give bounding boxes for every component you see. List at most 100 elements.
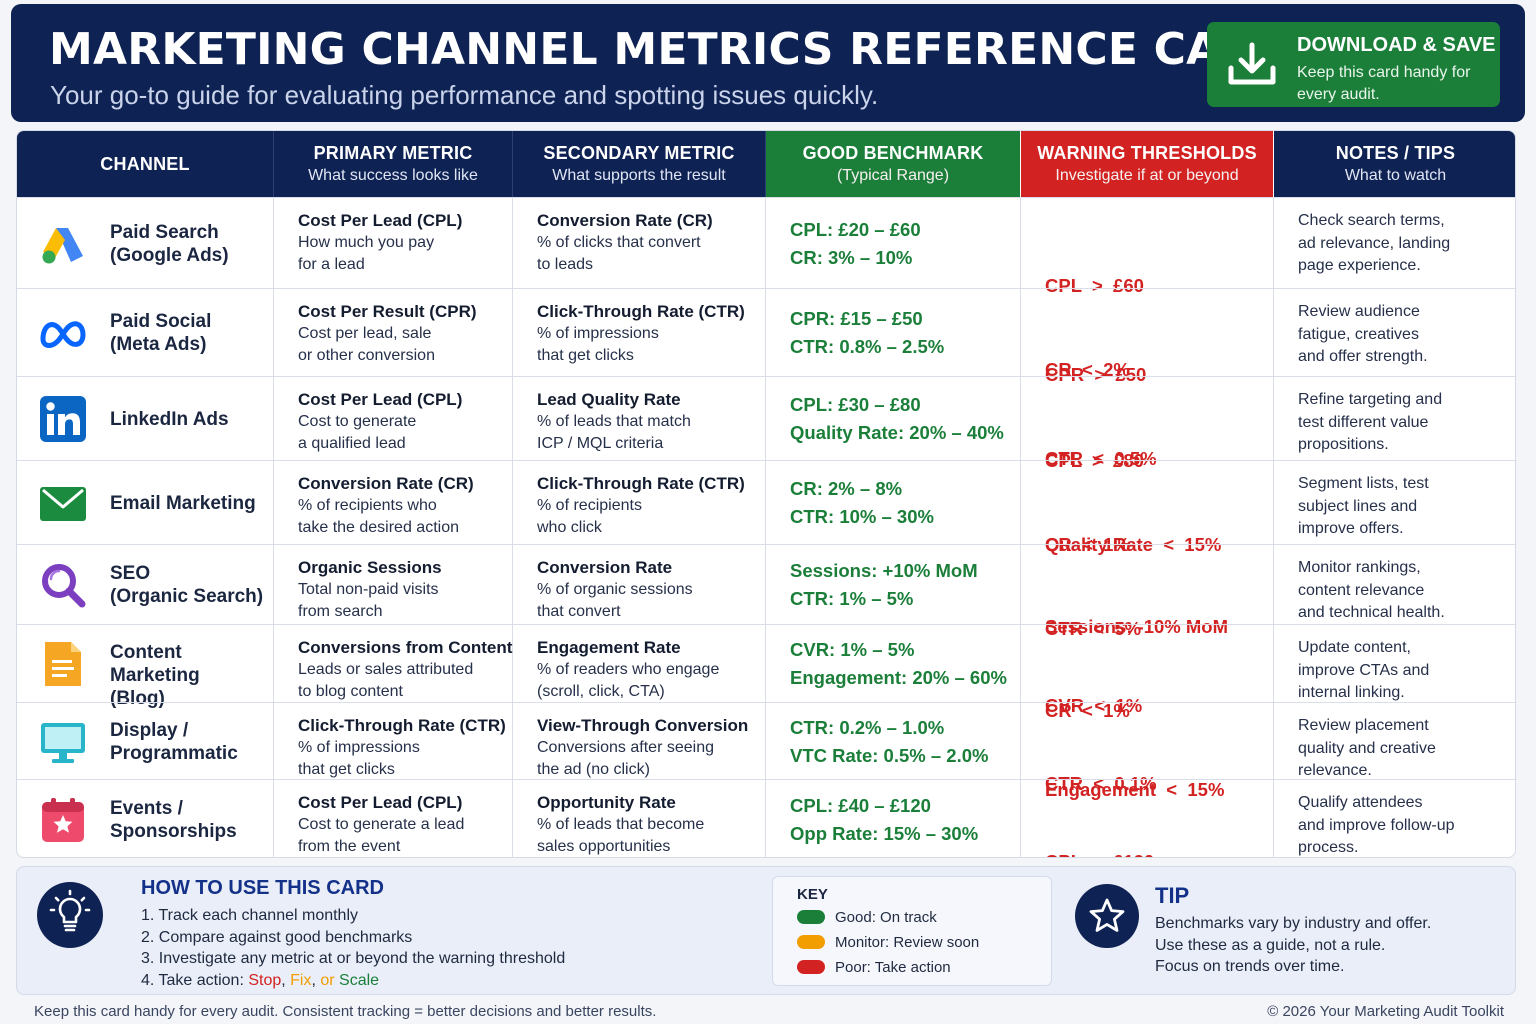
notes-text: Review audience fatigue, creatives and o… bbox=[1298, 303, 1428, 365]
cell-notes: Update content, improve CTAs and interna… bbox=[1274, 625, 1515, 702]
threshold-value: CPL > £60 bbox=[1045, 275, 1144, 296]
table-row: Display / Programmatic Click-Through Rat… bbox=[17, 702, 1515, 794]
metric-description: % of recipients who take the desired act… bbox=[298, 497, 459, 536]
cell-warning-threshold: Sessions: -10% MoM CR < 1% bbox=[1021, 545, 1274, 721]
column-header-good: GOOD BENCHMARK (Typical Range) bbox=[766, 131, 1021, 197]
step-prefix: 4. Take action: bbox=[141, 971, 249, 989]
cell-channel: Events / Sponsorships bbox=[17, 780, 274, 857]
metric-description: Cost to generate a qualified lead bbox=[298, 413, 417, 452]
key-label: Monitor: Review soon bbox=[835, 933, 980, 951]
download-save-button[interactable]: DOWNLOAD & SAVE Keep this card handy for… bbox=[1207, 22, 1500, 107]
cell-good-benchmark: CPR: £15 – £50 CTR: 0.8% – 2.5% bbox=[766, 289, 1021, 376]
metric-title: Conversion Rate bbox=[537, 558, 673, 577]
metric-description: Conversions after seeing the ad (no clic… bbox=[537, 739, 714, 778]
benchmark-value: CR: 2% – 8% bbox=[790, 478, 903, 499]
benchmark-value: CTR: 0.8% – 2.5% bbox=[790, 336, 945, 357]
metric-description: % of impressions that get clicks bbox=[537, 325, 659, 364]
warning-threshold: Sessions: -10% MoM CR < 1% bbox=[1045, 557, 1275, 781]
good-benchmark: Sessions: +10% MoM CTR: 1% – 5% bbox=[790, 557, 1020, 613]
warning-threshold: CPR > £50 CTR < 0.5% bbox=[1045, 305, 1275, 529]
metric-description: Cost to generate a lead from the event bbox=[298, 816, 465, 855]
cell-channel: SEO (Organic Search) bbox=[17, 545, 274, 624]
cell-secondary-metric: Conversion Rate % of organic sessions th… bbox=[513, 545, 766, 624]
column-subtitle: (Typical Range) bbox=[836, 167, 950, 184]
metric-title: View-Through Conversion bbox=[537, 716, 749, 735]
google-ads-icon bbox=[39, 220, 87, 268]
channel-name: Paid Search (Google Ads) bbox=[110, 222, 229, 266]
cell-primary-metric: Cost Per Result (CPR) Cost per lead, sal… bbox=[274, 289, 513, 376]
secondary-metric: Conversion Rate % of organic sessions th… bbox=[537, 557, 752, 623]
notes-text: Review placement quality and creative re… bbox=[1298, 717, 1436, 779]
linkedin-icon bbox=[39, 395, 87, 443]
benchmark-value: Opp Rate: 15% – 30% bbox=[790, 823, 979, 844]
cell-channel: Email Marketing bbox=[17, 461, 274, 544]
key-item-monitor: Monitor: Review soon bbox=[797, 932, 979, 952]
column-subtitle: What success looks like bbox=[308, 167, 478, 184]
cell-secondary-metric: Click-Through Rate (CTR) % of recipients… bbox=[513, 461, 766, 544]
download-text: Keep this card handy for every audit. bbox=[1297, 64, 1471, 103]
benchmark-value: CPL: £20 – £60 bbox=[790, 219, 921, 240]
channel-name: Email Marketing bbox=[110, 493, 256, 514]
secondary-metric: Click-Through Rate (CTR) % of impression… bbox=[537, 301, 752, 367]
benchmark-value: CTR: 10% – 30% bbox=[790, 506, 934, 527]
warning-threshold: CPL > £120 Opp Rate < 10% bbox=[1045, 792, 1275, 857]
benchmark-value: CTR: 1% – 5% bbox=[790, 588, 914, 609]
metric-description: % of leads that become sales opportuniti… bbox=[537, 816, 705, 855]
footer-note: Keep this card handy for every audit. Co… bbox=[34, 1003, 657, 1020]
amber-swatch bbox=[797, 935, 825, 949]
threshold-value: CR < 1% bbox=[1045, 700, 1130, 721]
metric-title: Engagement Rate bbox=[537, 638, 681, 657]
key-label: Good: On track bbox=[835, 908, 937, 926]
benchmark-value: Engagement: 20% – 60% bbox=[790, 667, 1007, 688]
channel-name: Content Marketing (Blog) bbox=[110, 642, 200, 709]
table-row: Paid Social (Meta Ads) Cost Per Result (… bbox=[17, 288, 1515, 469]
good-benchmark: CPL: £40 – £120 Opp Rate: 15% – 30% bbox=[790, 792, 1020, 848]
cell-good-benchmark: CTR: 0.2% – 1.0% VTC Rate: 0.5% – 2.0% bbox=[766, 703, 1021, 779]
cell-primary-metric: Conversions from Content Leads or sales … bbox=[274, 625, 513, 702]
cell-warning-threshold: CPR > £50 CTR < 0.5% bbox=[1021, 289, 1274, 469]
cell-warning-threshold: CPL > £60 CR < 2% bbox=[1021, 198, 1274, 380]
cell-good-benchmark: CPL: £30 – £80 Quality Rate: 20% – 40% bbox=[766, 377, 1021, 460]
metric-title: Cost Per Lead (CPL) bbox=[298, 390, 463, 409]
download-icon bbox=[1228, 42, 1276, 85]
threshold-value: CPR > £50 bbox=[1045, 364, 1147, 385]
metric-title: Organic Sessions bbox=[298, 558, 442, 577]
primary-metric: Cost Per Lead (CPL) Cost to generate a l… bbox=[298, 792, 513, 857]
primary-metric: Organic Sessions Total non-paid visits f… bbox=[298, 557, 513, 623]
how-to-step: 1. Track each channel monthly bbox=[141, 907, 359, 924]
header-banner: MARKETING CHANNEL METRICS REFERENCE CARD… bbox=[11, 4, 1525, 122]
cell-notes: Segment lists, test subject lines and im… bbox=[1274, 461, 1515, 544]
cell-secondary-metric: Lead Quality Rate % of leads that match … bbox=[513, 377, 766, 460]
metric-title: Cost Per Lead (CPL) bbox=[298, 793, 463, 812]
metric-description: Leads or sales attributed to blog conten… bbox=[298, 661, 474, 700]
cell-warning-threshold: CPL > £80 Quality Rate < 15% bbox=[1021, 377, 1274, 555]
benchmark-value: Sessions: +10% MoM bbox=[790, 560, 978, 581]
column-title: GOOD BENCHMARK bbox=[802, 143, 984, 163]
envelope-icon bbox=[39, 479, 87, 527]
secondary-metric: Opportunity Rate % of leads that become … bbox=[537, 792, 752, 857]
table-row: SEO (Organic Search) Organic Sessions To… bbox=[17, 544, 1515, 721]
good-benchmark: CR: 2% – 8% CTR: 10% – 30% bbox=[790, 475, 1020, 531]
monitor-icon bbox=[39, 718, 87, 766]
document-icon bbox=[39, 640, 87, 688]
primary-metric: Cost Per Lead (CPL) How much you pay for… bbox=[298, 210, 513, 276]
metric-description: How much you pay for a lead bbox=[298, 234, 435, 273]
threshold-value: CR < 2% bbox=[1045, 359, 1130, 380]
benchmark-value: CPL: £30 – £80 bbox=[790, 394, 921, 415]
cell-good-benchmark: CR: 2% – 8% CTR: 10% – 30% bbox=[766, 461, 1021, 544]
column-title: SECONDARY METRIC bbox=[543, 143, 735, 163]
green-swatch bbox=[797, 910, 825, 924]
column-header-channel: CHANNEL bbox=[17, 131, 274, 197]
key-item-poor: Poor: Take action bbox=[797, 957, 951, 977]
notes-text: Check search terms, ad relevance, landin… bbox=[1298, 212, 1451, 274]
cell-notes: Review placement quality and creative re… bbox=[1274, 703, 1515, 779]
cell-good-benchmark: CPL: £40 – £120 Opp Rate: 15% – 30% bbox=[766, 780, 1021, 857]
metric-description: % of leads that match ICP / MQL criteria bbox=[537, 413, 691, 452]
cell-primary-metric: Cost Per Lead (CPL) How much you pay for… bbox=[274, 198, 513, 288]
threshold-value: Engagement < 15% bbox=[1045, 779, 1225, 800]
key-label: Poor: Take action bbox=[835, 958, 951, 976]
metric-description: % of impressions that get clicks bbox=[298, 739, 420, 778]
threshold-value: CTR < 0.5% bbox=[1045, 448, 1157, 469]
notes-text: Monitor rankings, content relevance and … bbox=[1298, 559, 1445, 621]
cell-warning-threshold: CVR < 1% Engagement < 15% bbox=[1021, 625, 1274, 800]
